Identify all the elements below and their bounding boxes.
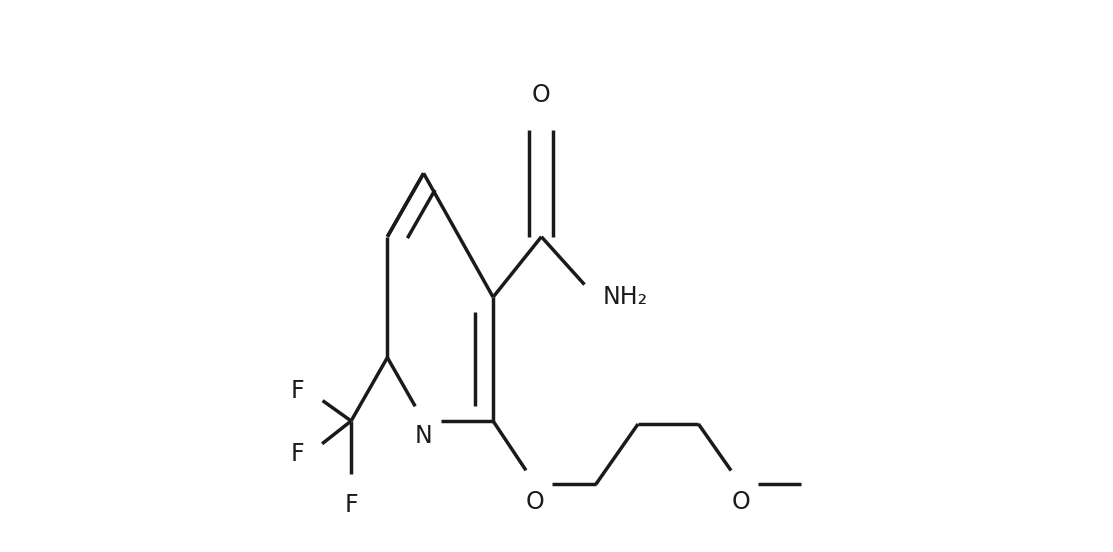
Text: O: O [532,83,551,107]
Text: O: O [731,490,750,514]
Text: N: N [415,424,433,448]
Text: NH₂: NH₂ [603,285,648,309]
Text: F: F [344,493,358,517]
Text: F: F [290,442,304,466]
Text: O: O [526,490,544,514]
Text: F: F [290,379,304,403]
